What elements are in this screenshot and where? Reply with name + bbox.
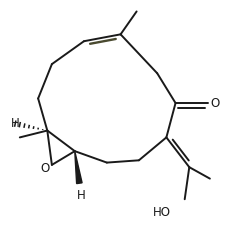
Text: O: O bbox=[40, 162, 49, 175]
Text: H: H bbox=[77, 189, 86, 202]
Text: O: O bbox=[209, 97, 218, 109]
Polygon shape bbox=[74, 151, 82, 184]
Text: H: H bbox=[11, 117, 19, 130]
Text: HO: HO bbox=[152, 206, 170, 219]
